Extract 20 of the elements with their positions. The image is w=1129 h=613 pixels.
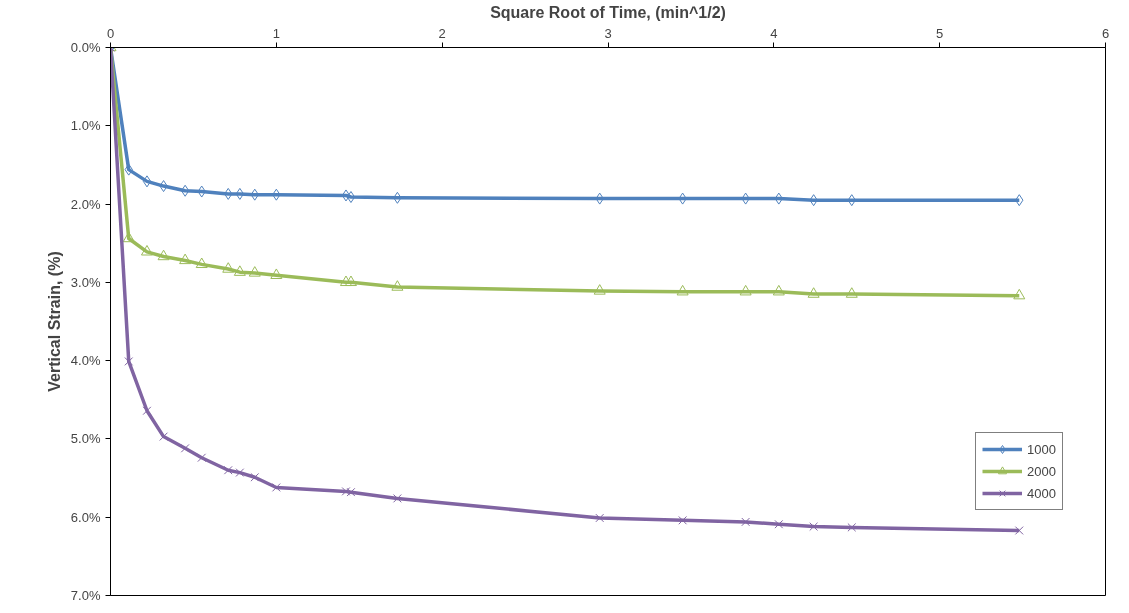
x-tick-label: 3: [604, 25, 612, 41]
y-tick-label: 6.0%: [70, 509, 101, 525]
legend-label: 4000: [1027, 485, 1056, 501]
legend-label: 1000: [1027, 441, 1056, 457]
x-tick-label: 1: [272, 25, 280, 41]
x-axis-title: Square Root of Time, (min^1/2): [490, 3, 726, 21]
y-tick-label: 1.0%: [70, 118, 101, 134]
y-tick-label: 4.0%: [70, 353, 101, 369]
y-tick-label: 7.0%: [70, 588, 101, 603]
x-tick-label: 4: [770, 25, 778, 41]
y-tick-label: 2.0%: [70, 196, 101, 212]
x-tick-label: 0: [106, 25, 115, 41]
y-tick-label: 0.0%: [70, 40, 101, 55]
y-tick-label: 3.0%: [70, 274, 101, 290]
x-tick-label: 5: [936, 25, 944, 41]
legend-label: 2000: [1027, 463, 1056, 479]
x-tick-label: 2: [438, 25, 446, 41]
x-tick-label: 6: [1101, 25, 1110, 41]
y-tick-label: 5.0%: [70, 431, 101, 447]
y-axis-title: Vertical Strain, (%): [45, 251, 63, 392]
